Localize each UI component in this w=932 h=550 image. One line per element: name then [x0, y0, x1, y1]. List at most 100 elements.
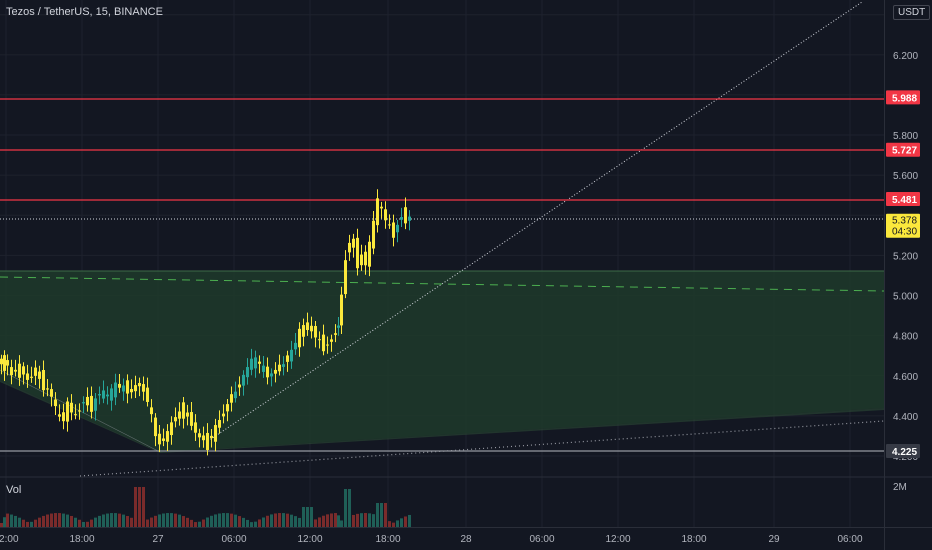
candle-body: [94, 398, 97, 411]
candle-body: [14, 369, 17, 372]
volume-bar: [126, 516, 129, 527]
volume-bar: [230, 513, 233, 527]
volume-bar: [210, 515, 213, 527]
candle-body: [198, 433, 201, 438]
candle-body: [6, 360, 9, 366]
volume-bar: [242, 517, 245, 527]
candle-body: [74, 414, 77, 416]
time-tick-label: 06:00: [529, 534, 554, 545]
candle-body: [118, 383, 121, 388]
candle-body: [262, 365, 265, 372]
volume-bar: [262, 517, 265, 527]
volume-bar: [408, 514, 411, 527]
volume-bar: [396, 520, 399, 527]
candle-body: [306, 322, 309, 331]
volume-bar: [194, 522, 197, 527]
volume-bar: [340, 520, 343, 527]
candle-body: [360, 254, 363, 266]
candle-body: [98, 394, 101, 396]
candle-body: [278, 364, 281, 372]
candle-body: [250, 358, 253, 370]
candle-body: [150, 407, 153, 415]
symbol-title[interactable]: Tezos / TetherUS, 15, BINANCE: [6, 6, 163, 18]
volume-bar: [298, 517, 301, 527]
volume-bar: [282, 513, 285, 527]
candle-body: [376, 198, 379, 226]
volume-bar: [122, 514, 125, 527]
volume-bar: [18, 517, 21, 527]
candle-body: [340, 294, 343, 326]
candle-body: [158, 433, 161, 445]
candle-body: [230, 394, 233, 403]
currency-label[interactable]: USDT: [893, 5, 931, 20]
volume-bar: [326, 514, 329, 527]
ascending-trendline[interactable]: [207, 1, 863, 442]
price-level-badge[interactable]: [886, 192, 920, 207]
volume-bar: [6, 513, 9, 527]
price-tick-label: 5.600: [893, 171, 918, 182]
volume-bar: [314, 519, 317, 527]
volume-bar: [158, 514, 161, 527]
volume-bar: [202, 519, 205, 527]
volume-bar: [10, 514, 13, 527]
time-tick-label: 06:00: [837, 534, 862, 545]
candle-body: [34, 367, 37, 376]
price-tick-label: 4.400: [893, 412, 918, 423]
candle-body: [66, 401, 69, 422]
volume-bar: [118, 513, 121, 527]
volume-bar: [62, 513, 65, 527]
volume-bar: [146, 519, 149, 527]
price-level-badge[interactable]: [886, 142, 920, 157]
price-level-badge-label: 5.988: [892, 93, 917, 104]
price-level-badge[interactable]: [886, 90, 920, 105]
volume-bar: [178, 514, 181, 527]
price-tick-label: 5.800: [893, 131, 918, 142]
candle-body: [110, 388, 113, 401]
candle-body: [334, 333, 337, 335]
volume-scale-label: 2M: [893, 482, 907, 493]
zone-median-dashed-line[interactable]: [0, 276, 885, 292]
candlestick-series[interactable]: [0, 189, 411, 456]
time-tick-label: 18:00: [681, 534, 706, 545]
time-tick-label: 18:00: [375, 534, 400, 545]
time-tick-label: 29: [768, 534, 780, 545]
candle-body: [368, 241, 371, 267]
last-price-value: 5.378: [892, 216, 917, 227]
candle-body: [400, 217, 403, 220]
candle-body: [290, 349, 293, 362]
volume-pane-label[interactable]: Vol: [6, 484, 22, 496]
candle-body: [222, 413, 225, 417]
volume-bar: [138, 487, 141, 527]
candle-body: [270, 373, 273, 377]
volume-bar: [14, 515, 17, 527]
candle-body: [58, 414, 61, 417]
volume-bar: [380, 503, 383, 527]
demand-zone-rectangle[interactable]: [0, 271, 884, 452]
volume-bar: [246, 519, 249, 527]
volume-bar: [214, 514, 217, 527]
candle-body: [214, 425, 217, 442]
candle-body: [146, 387, 149, 402]
price-scale[interactable]: 6.4006.2005.8005.6005.2005.0004.8004.600…: [886, 11, 920, 463]
volume-bar: [50, 513, 53, 527]
candle-body: [178, 411, 181, 419]
candle-body: [0, 358, 3, 365]
candle-body: [348, 242, 351, 253]
volume-bar: [400, 518, 403, 527]
candle-body: [114, 382, 117, 398]
candle-body: [310, 325, 313, 332]
price-level-badge[interactable]: [886, 444, 920, 458]
volume-bar: [376, 503, 379, 527]
volume-bar: [226, 513, 229, 527]
time-tick-label: 12:00: [605, 534, 630, 545]
volume-bar: [134, 487, 137, 527]
volume-bar: [250, 522, 253, 527]
time-axis[interactable]: 12:00 18:00 27 06:00 12:00 18:00 28 06:00 12:00 1…: [0, 534, 863, 545]
candle-body: [174, 417, 177, 422]
candle-body: [266, 366, 269, 378]
chart-grid: [0, 0, 884, 527]
last-price-badge[interactable]: [886, 213, 920, 238]
candle-body: [10, 367, 13, 376]
candle-body: [82, 402, 85, 404]
